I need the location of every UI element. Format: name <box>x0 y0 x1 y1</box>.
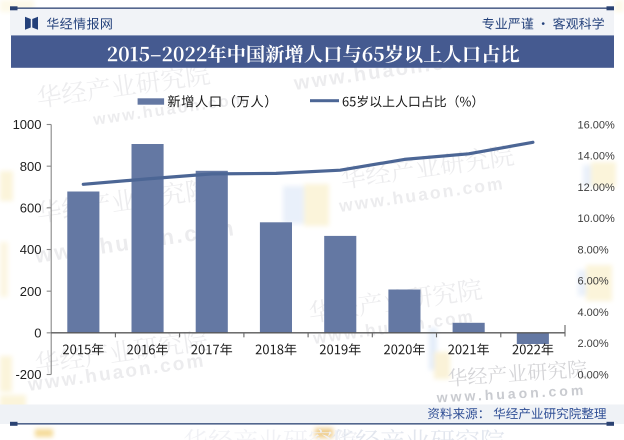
svg-text:16.00%: 16.00% <box>578 119 616 131</box>
svg-text:0.00%: 0.00% <box>578 369 609 381</box>
svg-text:6.00%: 6.00% <box>578 276 609 288</box>
svg-text:10.00%: 10.00% <box>578 213 616 225</box>
svg-text:800: 800 <box>20 159 42 174</box>
svg-text:4.00%: 4.00% <box>578 307 609 319</box>
svg-text:www.huaon.com: www.huaon.com <box>435 382 586 406</box>
svg-text:0: 0 <box>34 325 41 340</box>
svg-text:-200: -200 <box>15 367 41 382</box>
svg-text:1000: 1000 <box>13 117 42 132</box>
svg-text:200: 200 <box>20 284 42 299</box>
svg-text:8.00%: 8.00% <box>578 244 609 256</box>
svg-text:2.00%: 2.00% <box>578 338 609 350</box>
svg-text:14.00%: 14.00% <box>578 151 616 163</box>
svg-text:600: 600 <box>20 200 42 215</box>
svg-text:12.00%: 12.00% <box>578 182 616 194</box>
svg-text:400: 400 <box>20 242 42 257</box>
